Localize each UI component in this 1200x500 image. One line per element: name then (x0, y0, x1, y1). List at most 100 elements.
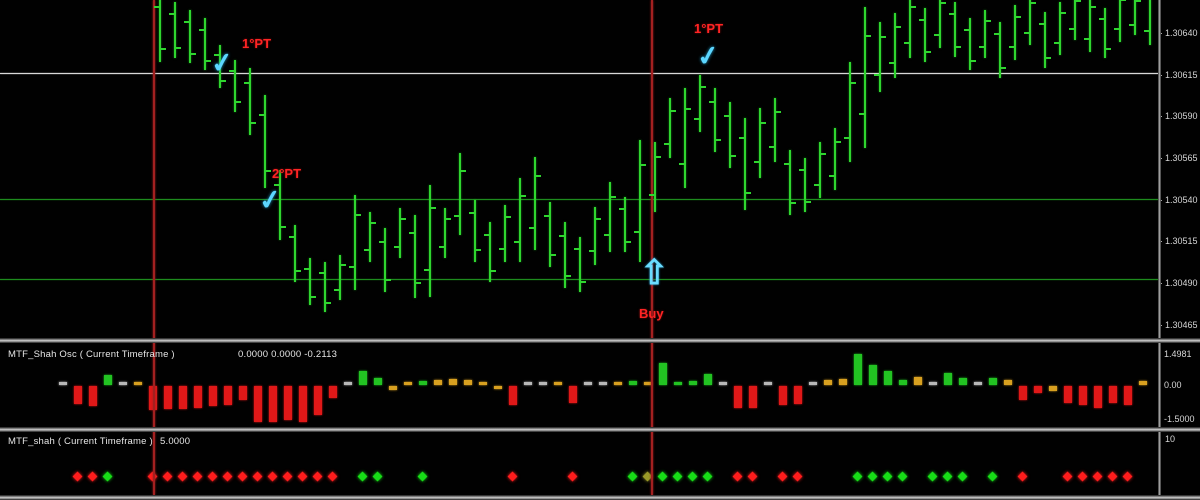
signal-diamond (1107, 471, 1118, 482)
candle-open-tick (754, 160, 759, 163)
signal-diamond (777, 471, 788, 482)
candle-close-tick (1061, 12, 1066, 15)
candle-open-tick (1099, 18, 1104, 21)
price-axis-label: 1.30490 (1165, 278, 1198, 288)
candle-open-tick (424, 268, 429, 271)
candle-wick (1104, 8, 1106, 59)
vertical-red-line (651, 0, 653, 495)
candle-open-tick (994, 33, 999, 35)
price-axis-label: 1.30515 (1165, 236, 1198, 246)
candle-open-tick (349, 266, 354, 269)
candle-close-tick (776, 111, 781, 113)
oscillator-bar (299, 386, 307, 422)
candle-close-tick (356, 214, 361, 216)
oscillator-bar (359, 370, 367, 385)
signal-diamond (882, 471, 893, 482)
candle-open-tick (319, 271, 324, 274)
candle-wick (549, 201, 551, 267)
candle-close-tick (1016, 16, 1021, 18)
candle-wick (624, 196, 626, 252)
candle-open-tick (439, 245, 444, 248)
candle-open-tick (799, 169, 804, 171)
signal-diamond (72, 471, 83, 482)
candle-wick (969, 18, 971, 70)
candle-wick (819, 141, 821, 199)
candle-wick (309, 258, 311, 305)
candle-open-tick (214, 53, 219, 56)
signal-diamond (312, 471, 323, 482)
candle-wick (249, 68, 251, 135)
main-chart-panel[interactable]: 1°PT 2°PT 1°PT Buy ✓ ✓ ✓ ⇧ (0, 0, 1158, 338)
signal-diamond (942, 471, 953, 482)
candle-open-tick (1084, 37, 1089, 40)
oscillator-bar (644, 382, 652, 385)
signal-diamond (267, 471, 278, 482)
signal-diamond (702, 471, 713, 482)
candle-wick (879, 21, 881, 92)
profit-target-label: 1°PT (242, 36, 272, 51)
candle-wick (1149, 0, 1151, 45)
price-axis[interactable]: 1.30640 1.30615 1.30590 1.30565 1.30540 1.305… (1158, 0, 1200, 500)
candle-wick (594, 206, 596, 265)
candle-open-tick (619, 207, 624, 210)
oscillator-bar (959, 377, 967, 385)
oscillator-bar (974, 382, 982, 385)
oscillator-bar (674, 382, 682, 385)
signal-diamond (867, 471, 878, 482)
candle-close-tick (731, 155, 736, 157)
oscillator-panel[interactable]: MTF_Shah Osc ( Current Timeframe ) 0.000… (0, 343, 1158, 427)
candle-wick (519, 178, 521, 262)
oscillator-bar (134, 382, 142, 385)
candle-close-tick (416, 281, 421, 284)
candle-close-tick (806, 201, 811, 203)
candle-wick (639, 140, 641, 262)
candle-close-tick (791, 202, 796, 204)
candle-open-tick (1024, 31, 1029, 34)
candle-close-tick (251, 121, 256, 124)
price-axis-label: 1.30590 (1165, 111, 1198, 121)
candle-wick (399, 208, 401, 259)
candle-close-tick (941, 1, 946, 4)
candle-open-tick (559, 235, 564, 237)
oscillator-bar (719, 382, 727, 385)
candle-close-tick (821, 153, 826, 155)
candle-close-tick (1136, 0, 1141, 3)
oscillator-bar (569, 386, 577, 403)
axis-separator (1158, 0, 1161, 500)
oscillator-bar (824, 380, 832, 385)
candle-close-tick (641, 164, 646, 167)
candle-wick (294, 225, 296, 282)
candle-close-tick (1031, 2, 1036, 5)
oscillator-bar (734, 386, 742, 408)
candle-open-tick (784, 163, 789, 165)
oscillator-bar (989, 377, 997, 385)
candle-close-tick (701, 86, 706, 89)
candle-wick (429, 185, 431, 297)
oscillator-bar (1139, 381, 1147, 385)
candle-close-tick (386, 279, 391, 281)
candle-open-tick (589, 250, 594, 253)
oscillator-bar (1079, 386, 1087, 406)
candle-open-tick (634, 231, 639, 234)
candle-close-tick (1121, 0, 1126, 2)
oscillator-bar (89, 386, 97, 407)
oscillator-bar (344, 382, 352, 385)
candle-open-tick (814, 184, 819, 187)
candle-open-tick (1114, 28, 1119, 31)
candle-wick (609, 181, 611, 252)
signal-panel[interactable]: MTF_shah ( Current Timeframe ) 5.0000 (0, 432, 1158, 495)
signal-diamond (1122, 471, 1133, 482)
oscillator-bar (584, 382, 592, 385)
signal-diamond (687, 471, 698, 482)
signal-diamond (987, 471, 998, 482)
candle-open-tick (304, 267, 309, 270)
oscillator-bar (164, 386, 172, 409)
candle-wick (1134, 0, 1136, 35)
candle-wick (909, 0, 911, 59)
oscillator-bar (599, 382, 607, 385)
candle-open-tick (259, 113, 264, 116)
candle-close-tick (566, 275, 571, 277)
signal-diamond (102, 471, 113, 482)
candle-open-tick (274, 184, 279, 186)
candle-open-tick (289, 236, 294, 239)
